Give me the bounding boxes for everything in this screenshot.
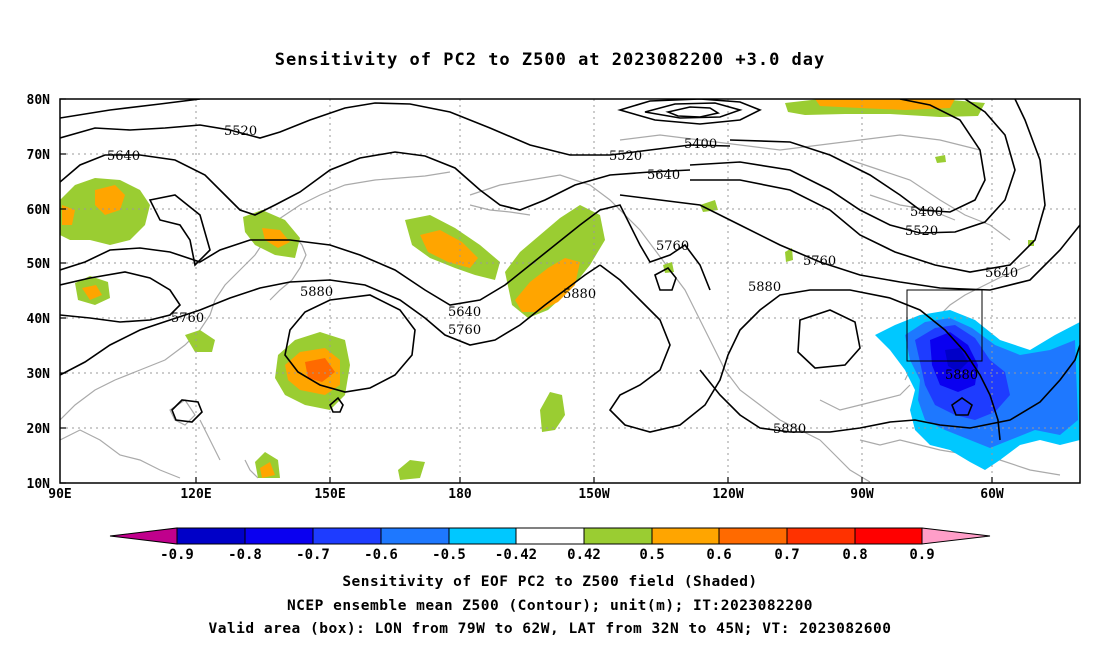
lat-label: 50N [27,257,51,272]
positive-max-150e-30n [305,358,335,382]
contour-label: 5520 [224,124,257,139]
coastline-aleutians [469,204,531,216]
positive-core-135e-55n [262,228,290,248]
coastline-central-america [819,439,871,483]
negative-blob-atlantic-max [945,348,968,372]
contour-label-group: 5520 5400 5640 5520 5640 5400 5520 5760 … [107,124,1018,437]
contour-5640-east [690,99,1046,273]
contour-label: 5520 [609,149,642,164]
contour-label: 5880 [300,285,333,300]
caption-line-2: NCEP ensemble mean Z500 (Contour); unit(… [286,598,814,614]
coastline-southeast-asia [60,399,221,479]
contour-5880-pacific-loop [284,294,416,393]
positive-core-west-45n [82,285,102,300]
contour-label: 5400 [910,205,943,220]
coastline-north-america-west [654,249,821,441]
contour-small-150e-20n [329,396,344,413]
contour-5520-east [689,99,1016,234]
contour-5640-mid [148,194,211,267]
valid-area-box [906,289,983,362]
contour-label: 5760 [171,311,204,326]
map-background [60,99,1080,483]
lat-label: 20N [27,422,51,437]
positive-core-160w-50n [515,258,580,312]
lat-label: 10N [27,477,51,492]
positive-blob-155w-20n [540,392,565,432]
contour-arctic-low-2 [644,102,743,119]
coastlines [60,134,1061,483]
contour-5880-east [699,344,1080,433]
lon-label: 90W [850,487,874,502]
lat-label: 80N [27,93,51,108]
contour-arctic-low-3 [665,106,721,118]
contour-label: 5520 [905,224,938,239]
contour-5520-west [60,102,731,156]
contour-arctic-low-1 [617,99,762,125]
coastline-asia-east [60,171,451,421]
contour-5880-west [60,264,601,376]
lon-label: 90E [48,487,71,502]
lat-label: 60N [27,203,51,218]
positive-core-140e-10n [260,462,275,478]
lon-label: 180 [448,487,472,502]
contour-5400-east [729,99,986,213]
contour-label: 5760 [803,254,836,269]
lon-label: 150E [314,487,345,502]
contour-label: 5640 [985,266,1018,281]
lon-label: 120W [712,487,743,502]
coastline-philippines [244,459,259,479]
positive-core-170e-55n [420,230,478,268]
positive-blob-165e-10n [398,460,425,480]
contour-5760-mid [60,204,711,306]
map-frame [59,98,1081,484]
contour-label: 5760 [656,239,689,254]
contour-5400-north [60,99,201,119]
coastline-japan [269,237,307,301]
contour-small-65w-22n [951,397,973,416]
contour-label: 5880 [563,287,596,302]
positive-blob-40n-west [185,330,215,352]
contour-5640-west [60,151,691,216]
z500-contours [60,99,1080,441]
coastline-gulf-of-mexico [819,384,911,411]
positive-core-west-60n [62,185,125,225]
contour-label: 5640 [107,149,140,164]
coastline-arctic-canada [619,134,1011,241]
axis-ticks [60,98,993,484]
lat-label: 30N [27,367,51,382]
contour-small-120e-20n [171,399,203,423]
contour-label: 5640 [647,168,680,183]
lon-label: 150W [578,487,609,502]
contour-label: 5880 [748,280,781,295]
contour-label: 5880 [773,422,806,437]
caption-line-1: Sensitivity of EOF PC2 to Z500 field (Sh… [342,574,758,590]
lon-label: 120E [180,487,211,502]
coastline-caribbean [859,439,1061,476]
contour-5760-west [60,271,182,323]
contour-5760-east [619,194,1080,291]
contour-low-140w-45n [654,266,677,291]
chart-title: Sensitivity of PC2 to Z500 at 2023082200… [274,50,826,70]
lat-label: 40N [27,312,51,327]
contour-label: 5760 [448,323,481,338]
caption-line-3: Valid area (box): LON from 79W to 62W, L… [208,621,892,637]
positive-core-arctic [815,99,955,110]
contour-label: 5400 [684,137,717,152]
contour-label: 5880 [945,368,978,383]
lon-label: 60W [980,487,1004,502]
lat-label: 70N [27,148,51,163]
shaded-positive [60,99,1034,480]
coastline-alaska [469,174,656,251]
contour-label: 5640 [448,305,481,320]
contour-high-75w-35n [797,309,861,369]
contour-5880-mid-pacific [599,264,1001,441]
